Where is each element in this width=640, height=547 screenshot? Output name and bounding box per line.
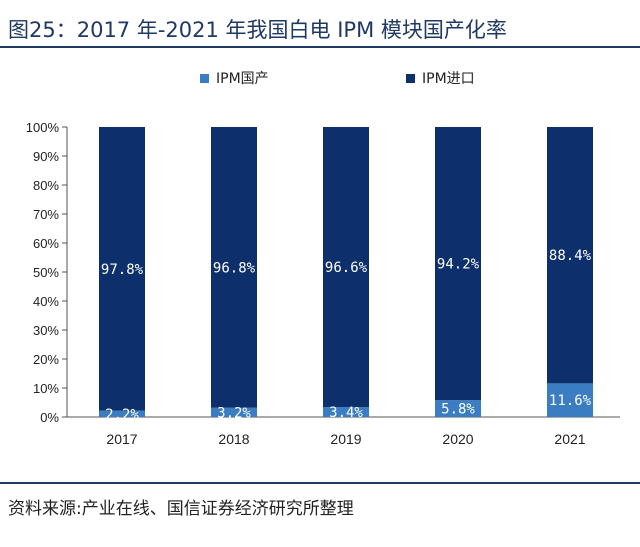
data-label-2018-domestic: 3.2% bbox=[217, 405, 251, 421]
bar-2017-import bbox=[99, 127, 145, 411]
data-label-2021-import: 88.4% bbox=[549, 248, 592, 264]
data-label-2020-import: 94.2% bbox=[437, 257, 480, 273]
x-tick-label-2017: 2017 bbox=[106, 431, 137, 447]
x-tick-label-2021: 2021 bbox=[554, 431, 585, 447]
legend-swatch-1 bbox=[200, 74, 209, 83]
y-tick-label: 20% bbox=[33, 352, 59, 367]
y-tick-label: 100% bbox=[26, 120, 60, 135]
data-label-2019-import: 96.6% bbox=[325, 260, 368, 276]
y-tick-label: 90% bbox=[33, 149, 59, 164]
data-label-2018-import: 96.8% bbox=[213, 260, 256, 276]
source-note: 资料来源:产业在线、国信证券经济研究所整理 bbox=[8, 499, 354, 519]
y-tick-label: 80% bbox=[33, 178, 59, 193]
data-label-2021-domestic: 11.6% bbox=[549, 393, 592, 409]
data-label-2020-domestic: 5.8% bbox=[441, 402, 475, 418]
bar-2020-domestic bbox=[435, 400, 481, 417]
y-tick-label: 0% bbox=[40, 410, 59, 425]
y-tick-label: 10% bbox=[33, 381, 59, 396]
y-tick-label: 40% bbox=[33, 294, 59, 309]
x-tick-label-2020: 2020 bbox=[442, 431, 473, 447]
chart-title: 图25：2017 年-2021 年我国白电 IPM 模块国产化率 bbox=[8, 18, 507, 42]
title-divider bbox=[0, 46, 640, 48]
x-tick-label-2019: 2019 bbox=[330, 431, 361, 447]
source-divider bbox=[0, 482, 640, 484]
bar-2021-import bbox=[547, 127, 593, 384]
bar-2021-domestic bbox=[547, 383, 593, 417]
data-label-2017-domestic: 2.2% bbox=[105, 407, 139, 423]
bar-2018-domestic bbox=[211, 407, 257, 417]
legend-label-1: IPM国产 bbox=[216, 71, 269, 87]
stacked-bar-chart: IPM国产 IPM进口 0% 10% 20% 30% 40% 50% 60% 70% 80% 90% 1… bbox=[26, 71, 620, 447]
bar-2017-domestic bbox=[99, 410, 145, 417]
y-tick-label: 60% bbox=[33, 236, 59, 251]
bar-2018-import bbox=[211, 127, 257, 408]
y-tick-label: 50% bbox=[33, 265, 59, 280]
bar-2020-import bbox=[435, 127, 481, 401]
data-label-2017-import: 97.8% bbox=[101, 262, 144, 278]
bar-2019-domestic bbox=[323, 407, 369, 417]
data-label-2019-domestic: 3.4% bbox=[329, 405, 363, 421]
bar-2019-import bbox=[323, 127, 369, 408]
legend-swatch-2 bbox=[406, 74, 415, 83]
y-tick-label: 70% bbox=[33, 207, 59, 222]
y-tick-label: 30% bbox=[33, 323, 59, 338]
legend-label-2: IPM进口 bbox=[422, 71, 475, 87]
x-tick-label-2018: 2018 bbox=[218, 431, 249, 447]
